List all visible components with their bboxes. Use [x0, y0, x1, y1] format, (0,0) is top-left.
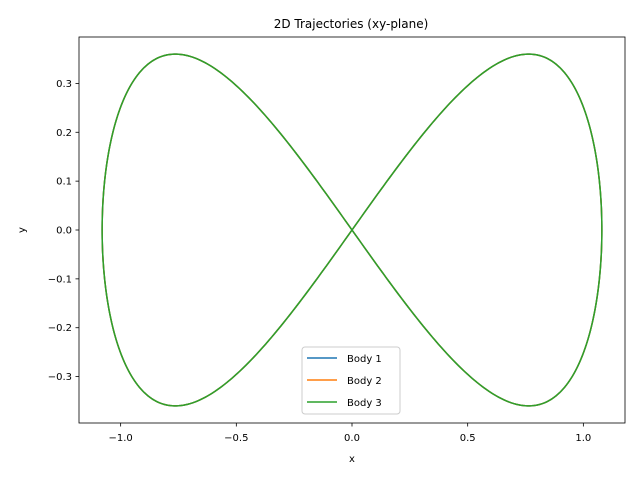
x-axis-label: x	[349, 454, 355, 465]
y-tick-label: 0.1	[56, 177, 72, 188]
legend-label-body-2: Body 2	[347, 376, 382, 387]
x-tick-label: −0.5	[224, 433, 248, 444]
x-tick-label: 0.0	[344, 433, 360, 444]
legend: Body 1 Body 2 Body 3	[301, 346, 401, 415]
y-tick-label: −0.3	[48, 372, 72, 383]
x-axis-ticks: −1.0 −0.5 0.0 0.5 1.0	[108, 423, 591, 444]
x-tick-label: 0.5	[460, 433, 476, 444]
x-tick-label: −1.0	[108, 433, 132, 444]
y-tick-label: 0.2	[56, 128, 72, 139]
series-line-body-3	[101, 53, 603, 407]
legend-label-body-1: Body 1	[347, 354, 382, 365]
x-tick-label: 1.0	[575, 433, 591, 444]
y-tick-label: 0.3	[56, 79, 72, 90]
y-axis-label: y	[17, 227, 28, 233]
legend-box	[301, 346, 401, 415]
y-tick-label: −0.2	[48, 323, 72, 334]
y-axis-ticks: −0.3 −0.2 −0.1 0.0 0.1 0.2 0.3	[48, 79, 79, 383]
chart-title: 2D Trajectories (xy-plane)	[274, 17, 429, 31]
series-group	[101, 53, 603, 407]
y-tick-label: 0.0	[56, 226, 72, 237]
y-tick-label: −0.1	[48, 274, 72, 285]
legend-label-body-3: Body 3	[347, 398, 382, 409]
